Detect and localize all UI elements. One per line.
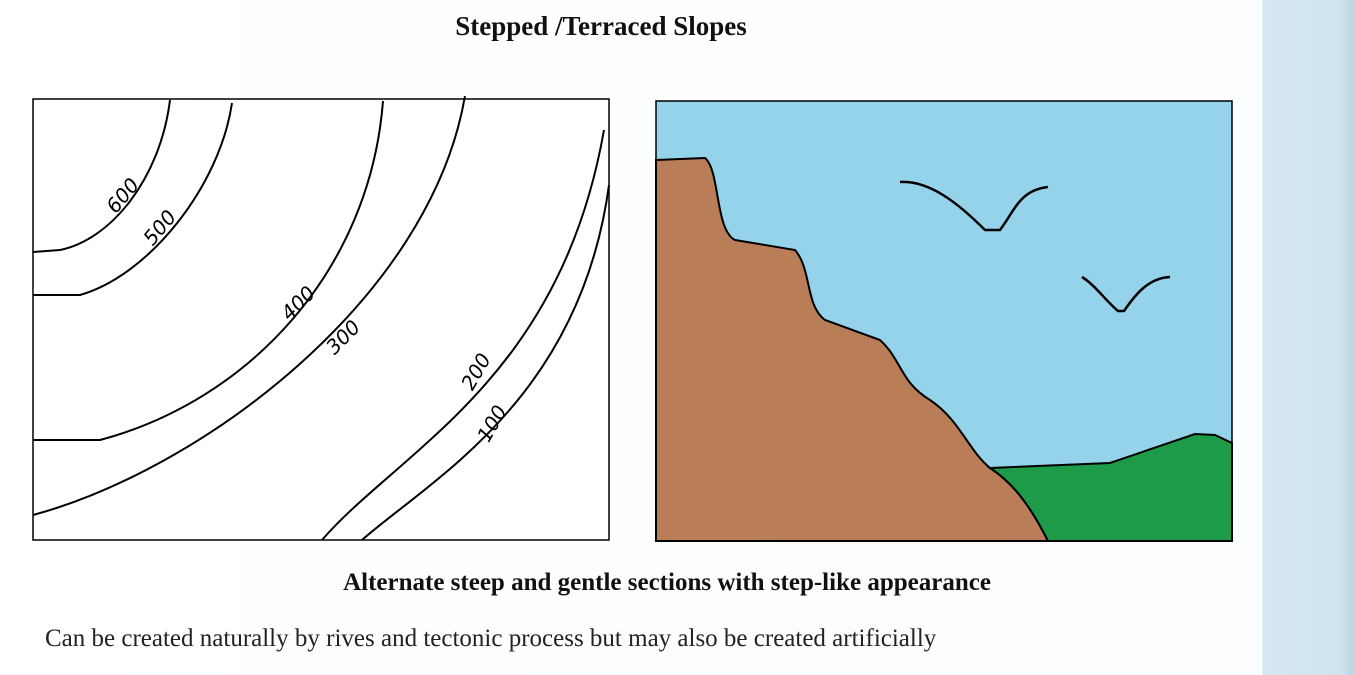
terrace-illustration	[655, 100, 1233, 542]
slide-title: Stepped /Terraced Slopes	[455, 11, 747, 41]
contour-line	[32, 95, 466, 516]
contour-line	[33, 100, 384, 441]
contour-line	[32, 99, 171, 253]
contour-map: 600 500 400 300 200 100	[32, 95, 610, 541]
caption: Alternate steep and gentle sections with…	[343, 569, 991, 596]
contour-line	[361, 184, 610, 541]
map-frame	[32, 98, 610, 541]
bird	[899, 180, 1049, 232]
bird	[1081, 275, 1171, 313]
note: Can be created naturally by rives and te…	[45, 625, 937, 652]
contour-line	[33, 102, 233, 296]
ground	[986, 432, 1233, 542]
contour-line	[321, 129, 605, 541]
